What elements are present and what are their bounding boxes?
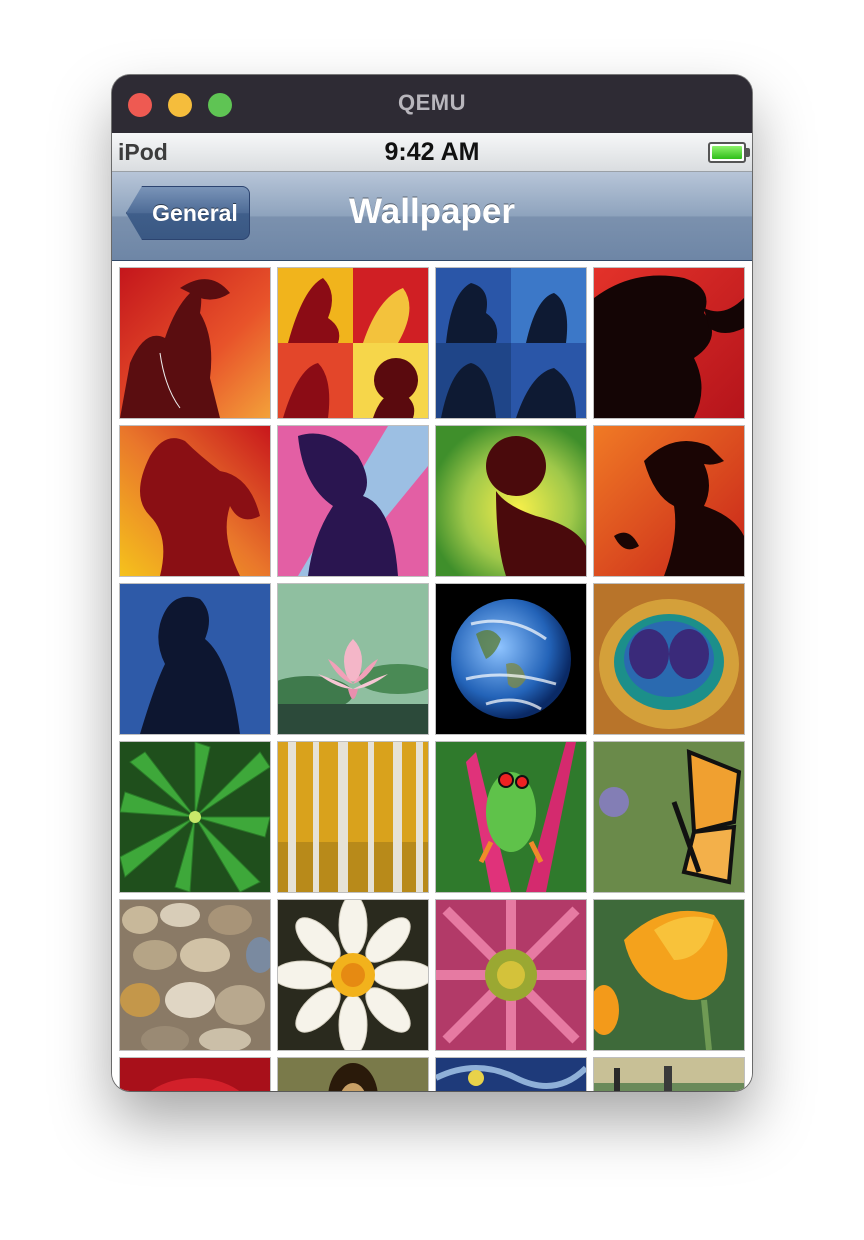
navigation-bar: General Wallpaper: [112, 172, 752, 261]
butterfly-icon: [594, 742, 744, 892]
wallpaper-silhouette-collage-blue[interactable]: [436, 268, 586, 418]
wallpaper-earth[interactable]: [436, 584, 586, 734]
wallpaper-silhouette-collage-yellow[interactable]: [278, 268, 428, 418]
ipod-silhouette-icon: [436, 268, 586, 418]
ipod-silhouette-icon: [594, 268, 744, 418]
clock: 9:42 AM: [384, 138, 480, 166]
wallpaper-monarch-butterfly[interactable]: [594, 742, 744, 892]
flower-icon: [594, 900, 744, 1050]
ipod-silhouette-icon: [594, 426, 744, 576]
stone-icon: [120, 900, 270, 1050]
tree-icon: [278, 742, 428, 892]
wallpaper-peacock-feather[interactable]: [594, 584, 744, 734]
close-window-button[interactable]: [128, 93, 152, 117]
wallpaper-sunday-afternoon[interactable]: [594, 1058, 744, 1091]
ipod-silhouette-icon: [436, 426, 586, 576]
painting-icon: [278, 1058, 428, 1091]
wallpaper-silhouette-red-curly-hair[interactable]: [594, 268, 744, 418]
wallpaper-orange-poppy[interactable]: [594, 900, 744, 1050]
window-title: QEMU: [398, 90, 466, 115]
wallpaper-aspen-trees[interactable]: [278, 742, 428, 892]
wallpaper-silhouette-pink-blue[interactable]: [278, 426, 428, 576]
frog-icon: [436, 742, 586, 892]
wallpaper-silhouette-red-orange[interactable]: [120, 268, 270, 418]
flower-icon: [436, 900, 586, 1050]
wallpaper-white-flower[interactable]: [278, 900, 428, 1050]
carrier-label: iPod: [118, 139, 168, 165]
wallpaper-silhouette-dancer-orange[interactable]: [120, 426, 270, 576]
battery-level: [712, 146, 742, 159]
ipod-silhouette-icon: [120, 584, 270, 734]
wallpaper-grid: [112, 261, 752, 1091]
ipod-silhouette-icon: [278, 426, 428, 576]
status-bar: iPod 9:42 AM: [112, 133, 752, 172]
wallpaper-mona-lisa[interactable]: [278, 1058, 428, 1091]
wallpaper-pebbles[interactable]: [120, 900, 270, 1050]
back-button-general[interactable]: General: [126, 186, 250, 240]
painting-icon: [594, 1058, 744, 1091]
wallpaper-silhouette-green-afro[interactable]: [436, 426, 586, 576]
ipod-silhouette-icon: [120, 426, 270, 576]
wallpaper-starry-night[interactable]: [436, 1058, 586, 1091]
flower-icon: [278, 584, 428, 734]
minimize-window-button[interactable]: [168, 93, 192, 117]
wallpaper-pink-daisy[interactable]: [436, 900, 586, 1050]
wallpaper-red-rose[interactable]: [120, 1058, 270, 1091]
wallpaper-red-eyed-tree-frog[interactable]: [436, 742, 586, 892]
ipod-screen: iPod 9:42 AM General Wallpaper: [112, 133, 752, 1091]
flower-icon: [278, 900, 428, 1050]
feather-icon: [594, 584, 744, 734]
window-titlebar[interactable]: QEMU: [112, 75, 752, 133]
qemu-window: QEMU iPod 9:42 AM General Wallpaper: [112, 75, 752, 1091]
flower-icon: [120, 1058, 270, 1091]
wallpaper-silhouette-red-cap[interactable]: [594, 426, 744, 576]
globe-icon: [436, 584, 586, 734]
ipod-silhouette-icon: [120, 268, 270, 418]
painting-icon: [436, 1058, 586, 1091]
wallpaper-green-leaves[interactable]: [120, 742, 270, 892]
battery-icon: [708, 142, 750, 163]
wallpaper-silhouette-blue[interactable]: [120, 584, 270, 734]
ipod-silhouette-icon: [278, 268, 428, 418]
wallpaper-pink-water-lily[interactable]: [278, 584, 428, 734]
leaf-icon: [120, 742, 270, 892]
zoom-window-button[interactable]: [208, 93, 232, 117]
page-title: Wallpaper: [349, 192, 515, 231]
